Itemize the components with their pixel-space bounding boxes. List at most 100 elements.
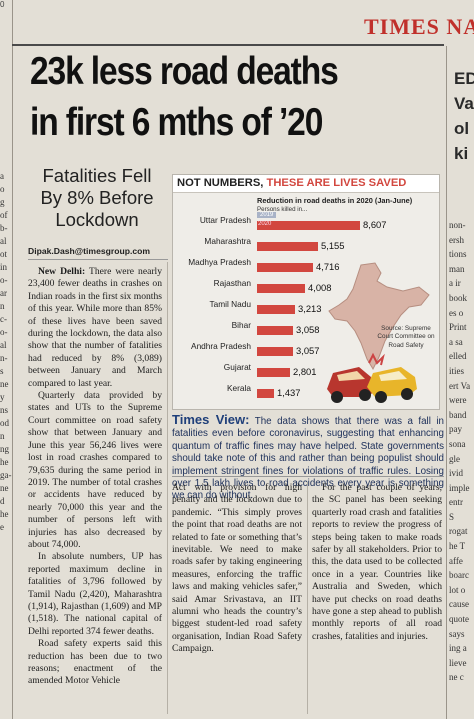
article-column-2: Act with provision for high penalty and … (172, 482, 302, 714)
column-rule-1 (167, 262, 168, 714)
chart-banner: NOT NUMBERS, THESE ARE LIVES SAVED (173, 175, 439, 193)
left-column-divider (12, 0, 13, 719)
column-1-paragraph: New Delhi: There were nearly 23,400 fewe… (28, 266, 162, 389)
bar-2020 (257, 326, 293, 335)
bar-2020 (257, 263, 313, 272)
left-edge-fragment: od (0, 418, 9, 428)
bar-2020 (257, 242, 318, 251)
left-edge-fragment: g (0, 197, 5, 207)
chart-title: Reduction in road deaths in 2020 (Jan-Ju… (257, 196, 413, 205)
times-view-label: Times View: (172, 412, 250, 427)
left-edge-fragment: ns (0, 405, 9, 415)
chart-subtitle: Persons killed in... (257, 206, 308, 213)
left-edge-fragment: ga- (0, 470, 12, 480)
right-edge-fragment: tions (449, 249, 467, 260)
right-edge-fragment: ing a (449, 643, 467, 654)
left-edge-fragment: ot (0, 249, 8, 259)
left-edge-fragment: o- (0, 275, 8, 285)
left-edge-fragment: y (0, 392, 5, 402)
right-edge-headline-fragment: ED (454, 69, 474, 88)
left-edge-fragment: c- (0, 314, 7, 324)
column-2-paragraph: Act with provision for high penalty and … (172, 482, 302, 655)
left-edge-fragment: of (0, 210, 8, 220)
times-view-body: The data shows that there was a fall in … (172, 416, 445, 502)
masthead-brand: TIMES NA (364, 14, 474, 39)
left-edge-fragment: ne (0, 379, 9, 389)
impact-mark (368, 352, 385, 366)
right-edge-headline-fragment: ol (454, 119, 470, 138)
right-edge-fragment: were (449, 395, 467, 406)
left-edge-fragment: d (0, 496, 5, 506)
category-label: Andhra Pradesh (191, 341, 251, 351)
left-cutoff-column: a o g of b-al ot in o-ar n c-o-al n-s ne y ns od n ng he g… (0, 170, 12, 534)
category-label: Gujarat (223, 362, 251, 372)
yellow-car-icon (367, 367, 417, 403)
bar-2020 (257, 389, 274, 398)
right-edge-fragment: Print (449, 322, 467, 333)
category-label: Tamil Nadu (209, 299, 251, 309)
subhead: Fatalities Fell By 8% Before Lockdown (26, 165, 168, 231)
left-edge-fragment: in (0, 262, 8, 272)
right-edge-fragment: boarc (449, 570, 469, 581)
left-edge-fragment: ar (0, 288, 7, 298)
right-edge-fragment: a sa (449, 336, 463, 347)
value-label: 8,607 (363, 219, 387, 230)
left-edge-fragment: he (0, 457, 9, 467)
left-edge-fragment: o- (0, 327, 8, 337)
value-label: 5,155 (321, 240, 345, 251)
byline: Dipak.Dash@timesgroup.com (28, 246, 151, 256)
subhead-line-1: Fatalities Fell (42, 165, 152, 186)
category-label: Rajasthan (213, 278, 251, 288)
column-1-paragraph: Quarterly data provided by states and UT… (28, 390, 162, 550)
headline-line-1: 23k less road deaths (30, 50, 339, 93)
value-label: 3,057 (296, 345, 320, 356)
category-label: Madhya Pradesh (188, 257, 251, 267)
value-label: 4,716 (316, 261, 340, 272)
article-column-3: For the past couple of years, the SC pan… (312, 482, 442, 714)
left-edge-fragment: o (0, 184, 5, 194)
left-edge-fragment: n- (0, 353, 8, 363)
headline-line-2: in first 6 mths of ’20 (30, 101, 323, 144)
right-edge-fragment: band (449, 409, 467, 420)
right-edge-fragment: elled (449, 351, 467, 362)
right-edge-fragment: ersh (449, 234, 464, 245)
right-edge-headline-fragment: Va (454, 94, 474, 113)
right-edge-fragment: es o (449, 307, 464, 318)
red-car-icon (327, 367, 375, 403)
left-edge-fragment: he (0, 509, 9, 519)
bar-2020 (257, 368, 290, 377)
left-edge-fragment: b- (0, 223, 8, 233)
category-label: Uttar Pradesh (199, 215, 251, 225)
right-edge-fragment: man (449, 263, 465, 274)
right-edge-fragment: says (449, 628, 465, 639)
byline-rule (28, 259, 168, 260)
legend-2020: 2020 (258, 221, 272, 227)
chart-banner-part-2: THESE ARE LIVES SAVED (266, 177, 407, 189)
times-view-text: Times View: The data shows that there wa… (172, 412, 445, 503)
dateline: New Delhi: (38, 266, 86, 277)
bar-2020 (257, 347, 293, 356)
masthead-rule (12, 44, 444, 46)
crashed-cars-illustration (327, 352, 417, 403)
right-edge-fragment: quote (449, 614, 469, 625)
chart-box: NOT NUMBERS, THESE ARE LIVES SAVED Reduc… (172, 174, 440, 410)
right-edge-fragment: lot o (449, 584, 466, 595)
subhead-line-3: Lockdown (55, 209, 139, 230)
column-1-paragraph: Road safety experts said this reduction … (28, 638, 162, 687)
value-label: 4,008 (308, 282, 332, 293)
right-edge-fragment: non- (449, 220, 466, 230)
bar-2020 (257, 284, 305, 293)
left-edge-fragment: n (0, 431, 5, 441)
corner-marker: 0 (0, 0, 5, 9)
legend-2019: 2019 (257, 212, 277, 218)
value-label: 1,437 (277, 387, 301, 398)
left-edge-fragment: al (0, 236, 7, 246)
left-edge-fragment: ng (0, 444, 9, 454)
right-edge-fragment: lieve (449, 657, 467, 668)
right-edge-fragment: ities (449, 365, 464, 376)
right-edge-headline-fragment: ki (454, 144, 469, 163)
right-edge-fragment: sona (449, 438, 466, 449)
chart-banner-part-1: NOT NUMBERS, (177, 177, 264, 189)
value-label: 3,213 (298, 303, 322, 314)
category-label: Bihar (231, 320, 251, 330)
